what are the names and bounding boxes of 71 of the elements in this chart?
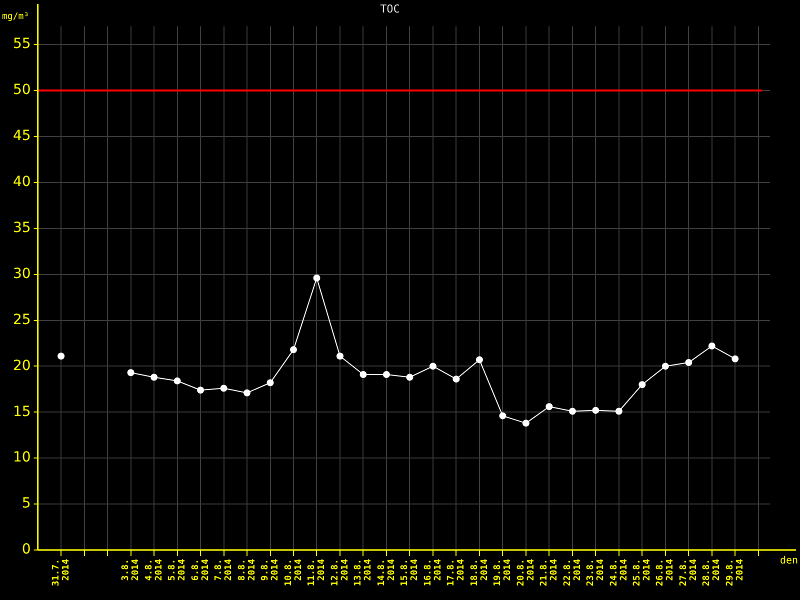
x-tick-label: 22.8. 2014 [562, 558, 583, 586]
point [127, 369, 134, 376]
x-tick-label: 17.8. 2014 [446, 558, 467, 586]
point [58, 352, 65, 360]
point [244, 389, 251, 396]
x-tick-label: 6.8. 2014 [190, 558, 211, 581]
x-tick-label: 20.8. 2014 [516, 558, 536, 586]
point [174, 377, 181, 384]
x-tick-label: 26.8. 2014 [656, 558, 676, 586]
point [266, 379, 274, 386]
x-tick-label: 13.8. 2014 [354, 558, 374, 586]
x-tick-label: 21.8. 2014 [540, 558, 560, 586]
x-axis-title: den [780, 556, 798, 567]
x-tick-label: 7.8. 2014 [214, 558, 234, 581]
y-tick-label: 15 [12, 404, 31, 420]
point [522, 420, 530, 427]
point [638, 381, 646, 388]
y-tick-label: 5 [22, 496, 31, 512]
x-tick-label: 4.8. 2014 [144, 558, 164, 581]
point [290, 346, 297, 354]
x-tick-label: 24.8. 2014 [609, 558, 630, 586]
point [197, 386, 204, 394]
x-tick-label: 9.8. 2014 [260, 558, 281, 581]
x-tick-label: 18.8. 2014 [470, 558, 490, 586]
point [708, 342, 716, 350]
x-tick-label: 25.8. 2014 [632, 558, 652, 586]
point [313, 274, 320, 282]
x-tick-label: 11.8. 2014 [307, 558, 328, 586]
point [476, 356, 483, 364]
y-tick-label: 20 [12, 358, 31, 374]
x-tick-label: 12.8. 2014 [330, 558, 350, 586]
point [452, 376, 460, 383]
x-tick-label: 19.8. 2014 [493, 558, 514, 586]
y-tick-label: 25 [12, 312, 31, 328]
y-tick-label: 45 [12, 128, 31, 144]
y-axis-title: mg/m³ [2, 12, 30, 22]
point [615, 408, 622, 415]
point [592, 406, 600, 414]
y-tick-label: 50 [12, 82, 31, 98]
point [662, 362, 669, 370]
point [406, 374, 414, 381]
y-tick-label: 55 [12, 36, 31, 52]
x-tick-label: 27.8. 2014 [678, 558, 699, 586]
x-tick-label: 10.8. 2014 [284, 558, 304, 586]
x-tick-label: 31.7. 2014 [51, 558, 72, 586]
point [732, 355, 739, 362]
y-tick-label: 10 [12, 450, 31, 466]
y-tick-label: 30 [12, 266, 31, 282]
x-tick-label: 14.8. 2014 [376, 558, 397, 586]
point [220, 384, 228, 392]
x-tick-label: 28.8. 2014 [702, 558, 722, 586]
point [382, 370, 390, 378]
point [150, 374, 158, 381]
point [568, 408, 576, 415]
point [429, 362, 436, 370]
y-tick-label: 35 [12, 220, 31, 236]
point [360, 370, 367, 378]
x-tick-label: 3.8. 2014 [121, 558, 142, 581]
point [546, 403, 553, 410]
point [499, 412, 506, 420]
x-tick-label: 15.8. 2014 [400, 558, 420, 586]
x-tick-label: 16.8. 2014 [423, 558, 444, 586]
x-tick-label: 8.8. 2014 [237, 558, 258, 581]
y-tick-label: 0 [22, 542, 31, 558]
chart-title: TOC [380, 2, 400, 16]
y-tick-label: 40 [12, 174, 31, 190]
point [336, 352, 344, 360]
x-tick-label: 29.8. 2014 [725, 558, 746, 586]
point [685, 359, 692, 366]
x-tick-label: 5.8. 2014 [168, 558, 188, 581]
x-tick-label: 23.8. 2014 [586, 558, 606, 586]
